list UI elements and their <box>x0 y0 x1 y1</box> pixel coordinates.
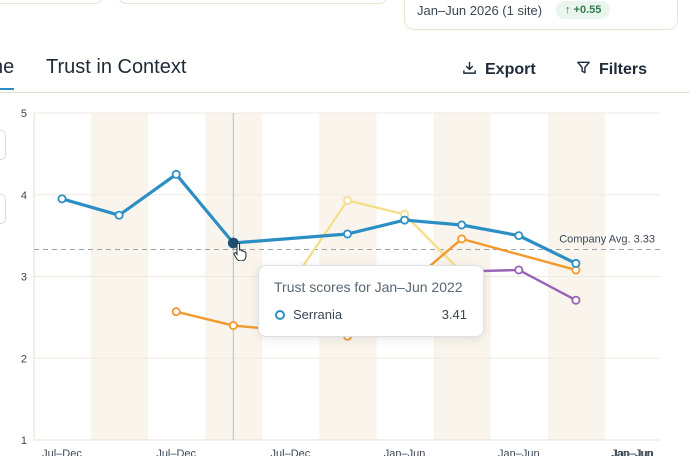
y-tick-label: 1 <box>21 435 27 447</box>
export-button[interactable]: Export <box>462 60 536 80</box>
data-point <box>514 265 524 275</box>
x-tick-label: Jan–Jun <box>611 448 653 456</box>
export-label: Export <box>485 61 536 78</box>
data-point <box>114 210 124 220</box>
x-tick-label: Jul–Dec <box>156 448 196 456</box>
data-point <box>571 295 581 305</box>
data-point <box>400 215 410 225</box>
data-point <box>342 195 352 205</box>
x-tick-label: Jan–Jun <box>612 448 654 456</box>
filters-button[interactable]: Filters <box>576 60 647 80</box>
tooltip-series-name: Serrania <box>293 307 343 322</box>
data-point <box>514 231 524 241</box>
tooltip-title: Trust scores for Jan–Jun 2022 <box>274 279 463 295</box>
data-point <box>342 229 352 239</box>
y-tick-label: 4 <box>21 190 27 202</box>
y-tick-label: 2 <box>21 353 27 365</box>
x-tick-label: Jan–Jun <box>384 448 426 456</box>
x-tick-label: Jul–Dec <box>42 448 82 456</box>
summary-range: Jan–Jun 2026 (1 site) <box>417 3 543 18</box>
y-tick-label: 5 <box>21 108 27 120</box>
x-tick-label: Jan–Jun <box>498 448 540 456</box>
tab-trust-over-time[interactable]: ne <box>0 56 15 90</box>
tab-trust-in-context[interactable]: Trust in Context <box>46 56 187 78</box>
trend-badge: ↑ +0.55 <box>556 1 611 19</box>
data-point <box>457 220 467 230</box>
x-tick-label: Jul–Dec <box>271 448 311 456</box>
tab-bar: ne Trust in Context Export Filters <box>0 52 690 93</box>
series-toggle-2[interactable] <box>0 194 6 224</box>
hand-cursor-icon <box>233 243 247 261</box>
chart-tooltip: Trust scores for Jan–Jun 2022 Serrania 3… <box>258 265 484 337</box>
data-point <box>57 194 67 204</box>
data-point <box>571 258 581 268</box>
summary-card-right: Jan–Jun 2026 (1 site) ↑ +0.55 <box>404 0 678 30</box>
data-point <box>457 234 467 244</box>
filters-label: Filters <box>599 61 648 78</box>
download-icon <box>462 60 477 80</box>
filter-icon <box>576 60 591 80</box>
y-tick-label: 3 <box>21 272 27 284</box>
data-point <box>228 321 238 331</box>
data-point <box>171 307 181 317</box>
data-point <box>171 169 181 179</box>
tooltip-series-value: 3.41 <box>441 307 467 322</box>
series-marker-icon <box>275 310 285 320</box>
series-toggle-1[interactable] <box>0 130 6 160</box>
series-line <box>289 199 463 286</box>
company-average-label: Company Avg. 3.33 <box>559 234 655 246</box>
